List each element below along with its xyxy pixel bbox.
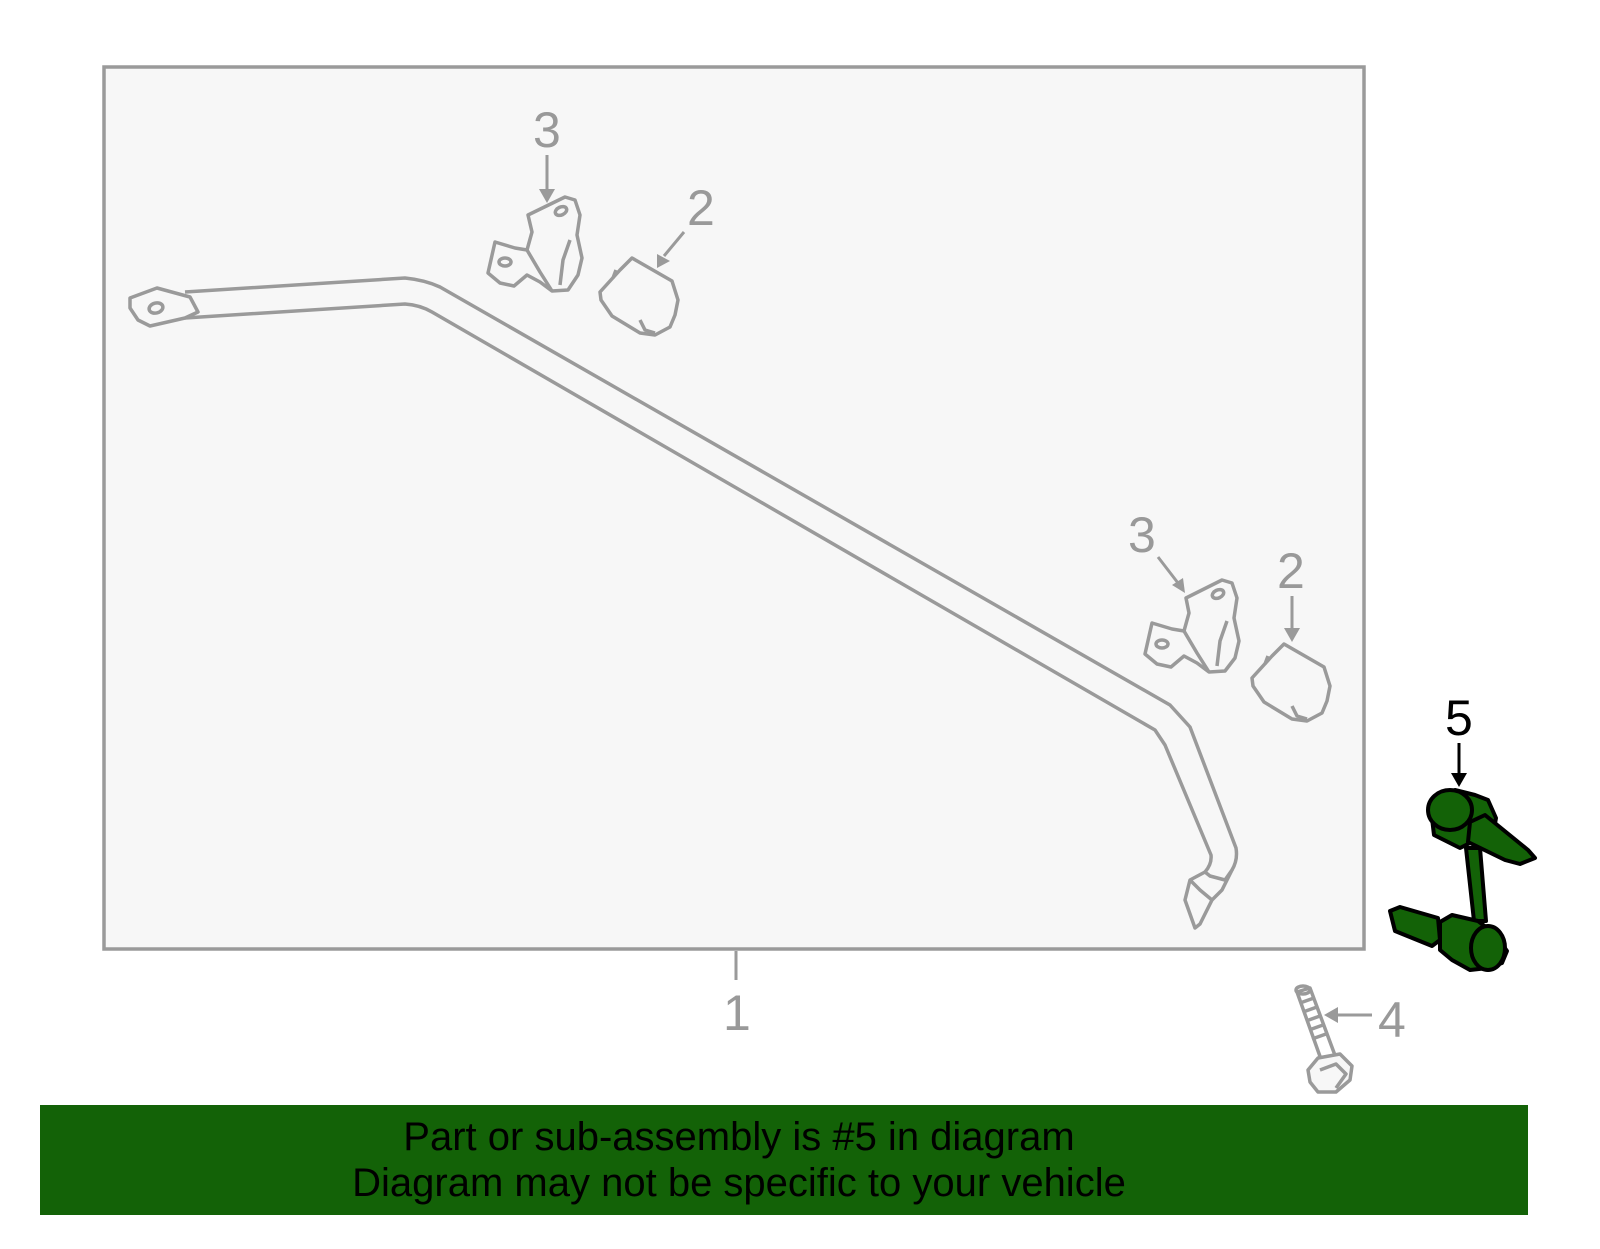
arrow-3-upper [539, 189, 555, 203]
arrow-3-lower [1172, 578, 1185, 593]
stabilizer-link[interactable] [1388, 788, 1537, 972]
callout-1[interactable]: 1 [723, 985, 751, 1041]
bolt[interactable] [1294, 984, 1354, 1094]
arrow-2-lower [1284, 628, 1300, 642]
callout-5[interactable]: 5 [1445, 690, 1473, 746]
arrow-5 [1451, 773, 1467, 787]
info-banner: Part or sub-assembly is #5 in diagram Di… [40, 1105, 1528, 1215]
bushing-upper[interactable] [598, 256, 680, 337]
callout-2-lower[interactable]: 2 [1277, 543, 1305, 599]
stabilizer-bar[interactable] [128, 276, 1239, 930]
leader-line-3-lower [1156, 556, 1180, 584]
callout-3-lower[interactable]: 3 [1128, 507, 1156, 563]
arrow-4 [1324, 1007, 1338, 1023]
bracket-upper[interactable] [486, 195, 584, 293]
callout-4[interactable]: 4 [1378, 992, 1406, 1048]
banner-line-1: Part or sub-assembly is #5 in diagram [403, 1115, 1075, 1159]
callout-3-upper[interactable]: 3 [533, 102, 561, 158]
bracket-lower[interactable] [1143, 578, 1241, 674]
bushing-lower[interactable] [1250, 642, 1332, 723]
callout-2-upper[interactable]: 2 [687, 180, 715, 236]
assembly-box [102, 65, 1366, 951]
arrow-2-upper [657, 254, 670, 268]
banner-line-2: Diagram may not be specific to your vehi… [352, 1161, 1126, 1205]
leader-line-2-upper [662, 231, 686, 257]
